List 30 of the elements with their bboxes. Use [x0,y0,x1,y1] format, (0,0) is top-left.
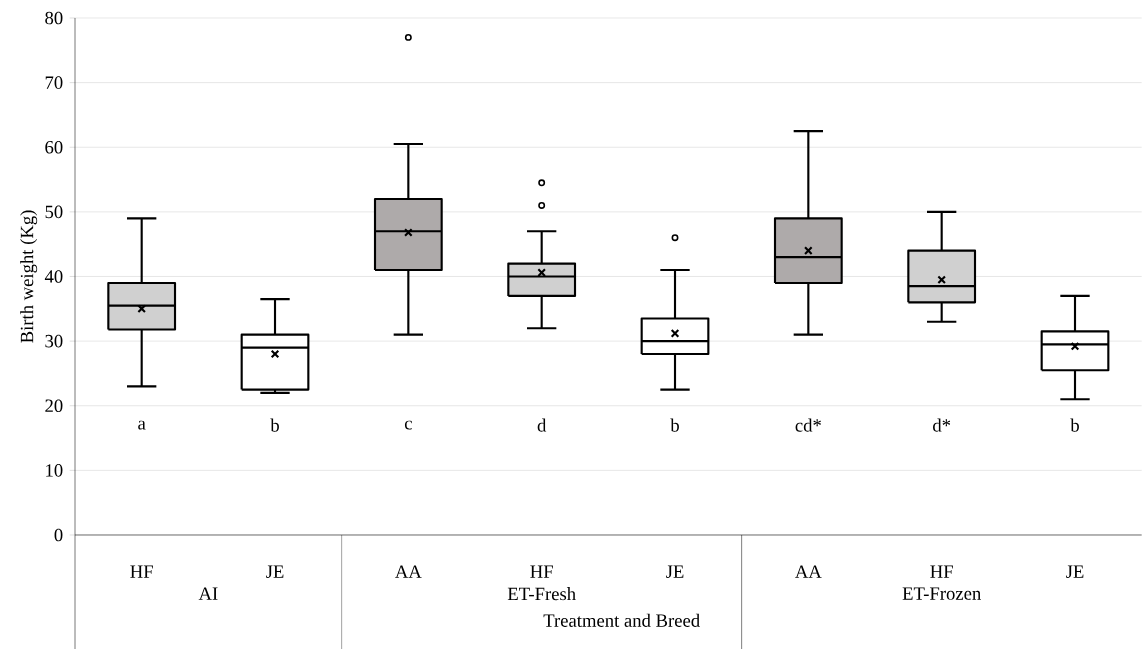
x-tick-label: AA [395,565,422,578]
y-tick-label: 0 [54,528,63,542]
x-tick-label: JE [266,565,284,578]
x-tick-label: AA [795,565,822,578]
y-tick-label: 20 [45,399,63,413]
x-tick-label: JE [666,565,684,578]
x-tick-label: HF [530,565,553,578]
y-tick-label: 70 [45,76,63,89]
text: ET-Fresh [507,587,576,601]
annotation: d [537,418,547,432]
annotation: cd* [795,418,821,432]
y-tick-label: 60 [45,140,63,154]
annotation: a [138,420,146,430]
x-tick-label: HF [930,565,953,578]
annotation: b [270,418,279,432]
y-tick-label: 30 [45,334,63,348]
y-axis-title: Birth weight (Kg) [20,210,38,343]
annotation: b [1070,418,1079,432]
x-axis-title: Treatment and Breed [543,613,700,627]
text: AI [198,587,218,600]
annotation: b [670,418,679,432]
x-tick-label: JE [1066,565,1084,578]
annotation: c [404,420,412,430]
y-tick-label: 40 [44,270,63,283]
text: ET-Frozen [902,587,981,600]
annotation: d* [933,418,951,432]
y-tick-label: 80 [45,11,63,25]
x-tick-label: HF [130,565,153,578]
y-tick-label: 50 [45,205,63,219]
y-tick-label: 10 [46,464,63,477]
